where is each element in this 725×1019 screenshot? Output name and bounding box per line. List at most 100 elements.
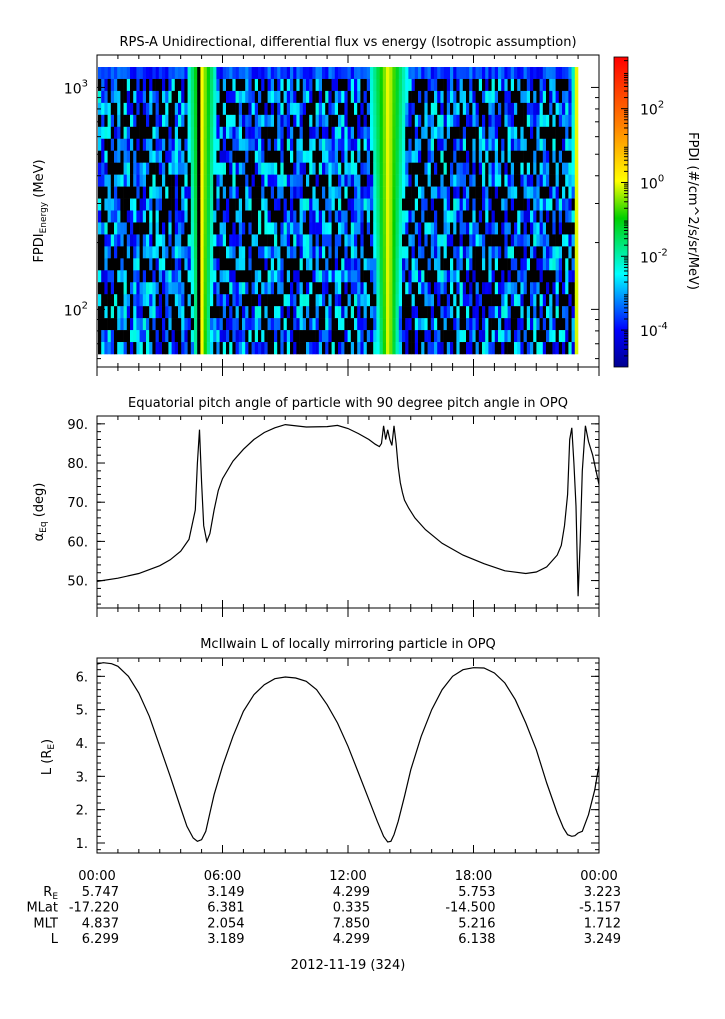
spectrogram-cell [494,330,499,343]
spectrogram-cell [232,330,236,343]
pitch-angle-series-line [96,423,600,597]
spectrogram-cell [101,258,105,271]
spectrogram-cell [373,234,377,247]
spectrogram-cell [491,78,496,92]
spectrogram-cell [408,342,412,355]
spectrogram-cell [245,258,249,271]
ephemeris-value: 0.335 [333,901,370,916]
spectrogram-cell [526,282,531,295]
spectrogram-cell [155,234,160,247]
spectrogram-cell [539,174,544,187]
spectrogram-cell [213,270,217,283]
spectrogram-cell [152,102,156,116]
spectrogram-cell [149,186,153,199]
spectrogram-cell [558,294,563,307]
spectrogram-cell [456,78,460,92]
spectrogram-cell [427,138,432,152]
spectrogram-cell [98,318,102,331]
spectrogram-cell [366,150,371,163]
spectrogram-cell [267,198,272,211]
spectrogram-cell [344,258,348,271]
spectrogram-cell [318,174,323,187]
spectrogram-cell [274,234,278,247]
spectrogram-cell [552,294,556,307]
spectrogram-cell [466,78,470,92]
spectrogram-cell [530,114,534,128]
spectrogram-cell [302,246,307,259]
spectrogram-cell [520,282,524,295]
spectrogram-cell [552,78,556,92]
spectrogram-cell [565,186,569,199]
spectrogram-cell [389,90,393,104]
spectrogram-cell [232,78,236,92]
spectrogram-cell [344,222,348,235]
spectrogram-cell [453,90,457,104]
spectrogram-cell [219,258,224,271]
spectrogram-cell [149,246,153,259]
spectrogram-cell [427,186,432,199]
spectrogram-cell [357,126,361,140]
spectrogram-cell [341,114,345,128]
spectrogram-cell [139,138,144,152]
spectrogram-cell [498,258,502,271]
spectrogram-cell [562,186,566,199]
spectrogram-cell [411,198,416,211]
spectrogram-cell [174,162,179,175]
spectrogram-cell [501,138,505,152]
spectrogram-cell [306,67,310,80]
spectrogram-cell [459,222,464,235]
spectrogram-cell [206,126,211,140]
spectrogram-cell [264,342,268,355]
spectrogram-cell [430,126,435,140]
spectrogram-cell [395,102,400,116]
spectrogram-cell [440,282,444,295]
spectrogram-cell [98,342,102,355]
spectrogram-cell [235,102,240,116]
spectrogram-cell [462,270,467,283]
spectrogram-cell [168,234,172,247]
spectrogram-cell [152,318,156,331]
spectrogram-cell [549,282,553,295]
spectrogram-cell [376,246,380,259]
spectrogram-cell [190,222,195,235]
mcilwain-panel: McIlwain L of locally mirroring particle… [40,637,600,854]
spectrogram-cell [226,114,230,128]
spectrogram-cell [366,294,371,307]
spectrogram-cell [306,78,310,92]
spectrogram-cell [424,150,428,163]
spectrogram-cell [267,102,272,116]
spectrogram-cell [370,102,374,116]
spectrogram-cell [299,234,304,247]
spectrogram-cell [123,150,128,163]
spectrogram-cell [478,138,483,152]
spectrogram-cell [558,210,563,223]
spectrogram-cell [146,114,150,128]
spectrogram-cell [165,162,169,175]
spectrogram-cell [219,270,224,283]
spectrogram-cell [114,162,118,175]
spectrogram-cell [405,258,409,271]
spectrogram-cell [414,78,419,92]
spectrogram-cell [517,306,521,319]
spectrogram-cell [434,210,438,223]
spectrogram-cell [206,330,211,343]
spectrogram-cell [261,78,265,92]
spectrogram-cell [491,222,496,235]
spectrogram-cell [354,198,358,211]
spectrogram-cell [334,102,339,116]
spectrogram-cell [430,306,435,319]
spectrogram-cell [130,186,134,199]
spectrogram-cell [178,150,182,163]
spectrogram-cell [261,342,265,355]
spectrogram-cell [126,174,131,187]
colorbar-label: FPDI (#/cm^2/s/sr/MeV) [685,132,700,290]
spectrogram-cell [558,102,563,116]
spectrogram-cell [318,67,323,80]
spectrogram-cell [443,126,448,140]
spectrogram-cell [530,258,534,271]
spectrogram-cell [517,114,521,128]
spectrogram-cell [437,150,441,163]
spectrogram-cell [146,222,150,235]
spectrogram-cell [206,174,211,187]
spectrogram-cell [392,306,396,319]
